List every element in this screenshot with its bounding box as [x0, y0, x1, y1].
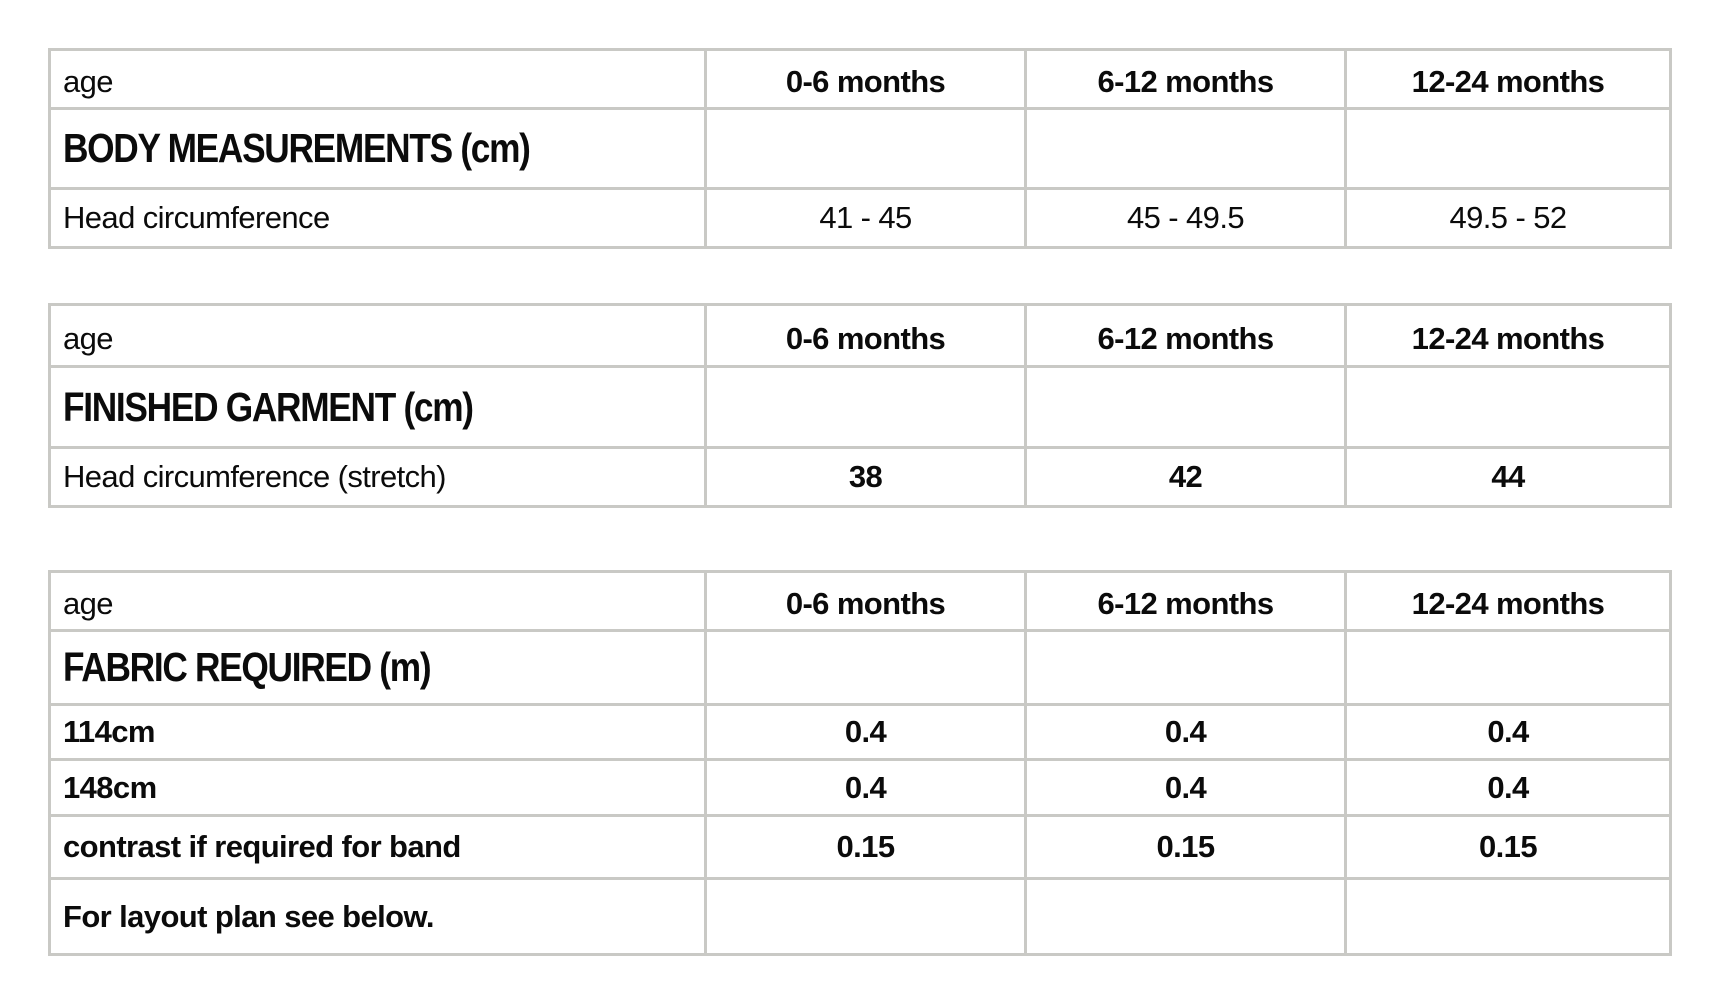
column-header: 6-12 months [1024, 570, 1347, 632]
row-label: contrast if required for band [48, 814, 707, 880]
section-title-row: FINISHED GARMENT (cm) [48, 365, 1672, 449]
table-body-measurements: age 0-6 months 6-12 months 12-24 months BODY… [48, 48, 1672, 249]
row-label: 148cm [48, 758, 707, 817]
table-fabric-required: age 0-6 months 6-12 months 12-24 months FABR… [48, 570, 1672, 956]
age-header-row: age 0-6 months 6-12 months 12-24 months [48, 570, 1672, 632]
section-title-row: BODY MEASUREMENTS (cm) [48, 107, 1672, 190]
section-title-cell: FABRIC REQUIRED (m) [48, 629, 707, 706]
cell-value: 0.4 [704, 758, 1027, 817]
table-row: contrast if required for band 0.15 0.15 0.1… [48, 814, 1672, 880]
age-label: age [48, 48, 707, 110]
row-label: Head circumference (stretch) [48, 446, 707, 508]
empty-cell [1344, 107, 1672, 190]
table-finished-garment: age 0-6 months 6-12 months 12-24 months FINI… [48, 303, 1672, 508]
column-header: 6-12 months [1024, 303, 1347, 368]
cell-value: 0.15 [1344, 814, 1672, 880]
cell-value [1344, 877, 1672, 956]
cell-value: 0.4 [1344, 758, 1672, 817]
empty-cell [704, 365, 1027, 449]
table-row: For layout plan see below. [48, 877, 1672, 956]
age-header-row: age 0-6 months 6-12 months 12-24 months [48, 48, 1672, 110]
row-label: 114cm [48, 703, 707, 761]
cell-value: 0.15 [1024, 814, 1347, 880]
column-header: 6-12 months [1024, 48, 1347, 110]
cell-value: 0.4 [704, 703, 1027, 761]
cell-value: 44 [1344, 446, 1672, 508]
empty-cell [704, 629, 1027, 706]
empty-cell [1344, 629, 1672, 706]
empty-cell [704, 107, 1027, 190]
cell-value: 42 [1024, 446, 1347, 508]
column-header: 0-6 months [704, 48, 1027, 110]
section-title-cell: FINISHED GARMENT (cm) [48, 365, 707, 449]
column-header: 12-24 months [1344, 48, 1672, 110]
cell-value: 0.15 [704, 814, 1027, 880]
column-header: 0-6 months [704, 303, 1027, 368]
row-label: For layout plan see below. [48, 877, 707, 956]
table-row: Head circumference 41 - 45 45 - 49.5 49.5 -… [48, 187, 1672, 249]
row-label: Head circumference [48, 187, 707, 249]
cell-value: 0.4 [1024, 703, 1347, 761]
age-label: age [48, 570, 707, 632]
section-title: FINISHED GARMENT (cm) [63, 383, 474, 430]
cell-value: 45 - 49.5 [1024, 187, 1347, 249]
section-title: BODY MEASUREMENTS (cm) [63, 125, 531, 171]
cell-value: 49.5 - 52 [1344, 187, 1672, 249]
cell-value: 41 - 45 [704, 187, 1027, 249]
cell-value [1024, 877, 1347, 956]
cell-value [704, 877, 1027, 956]
section-title: FABRIC REQUIRED (m) [63, 644, 432, 690]
age-label: age [48, 303, 707, 368]
cell-value: 0.4 [1344, 703, 1672, 761]
age-header-row: age 0-6 months 6-12 months 12-24 months [48, 303, 1672, 368]
empty-cell [1024, 107, 1347, 190]
table-row: Head circumference (stretch) 38 42 44 [48, 446, 1672, 508]
table-row: 148cm 0.4 0.4 0.4 [48, 758, 1672, 817]
column-header: 0-6 months [704, 570, 1027, 632]
cell-value: 38 [704, 446, 1027, 508]
empty-cell [1024, 629, 1347, 706]
column-header: 12-24 months [1344, 303, 1672, 368]
empty-cell [1024, 365, 1347, 449]
section-title-cell: BODY MEASUREMENTS (cm) [48, 107, 707, 190]
empty-cell [1344, 365, 1672, 449]
cell-value: 0.4 [1024, 758, 1347, 817]
table-row: 114cm 0.4 0.4 0.4 [48, 703, 1672, 761]
section-title-row: FABRIC REQUIRED (m) [48, 629, 1672, 706]
column-header: 12-24 months [1344, 570, 1672, 632]
